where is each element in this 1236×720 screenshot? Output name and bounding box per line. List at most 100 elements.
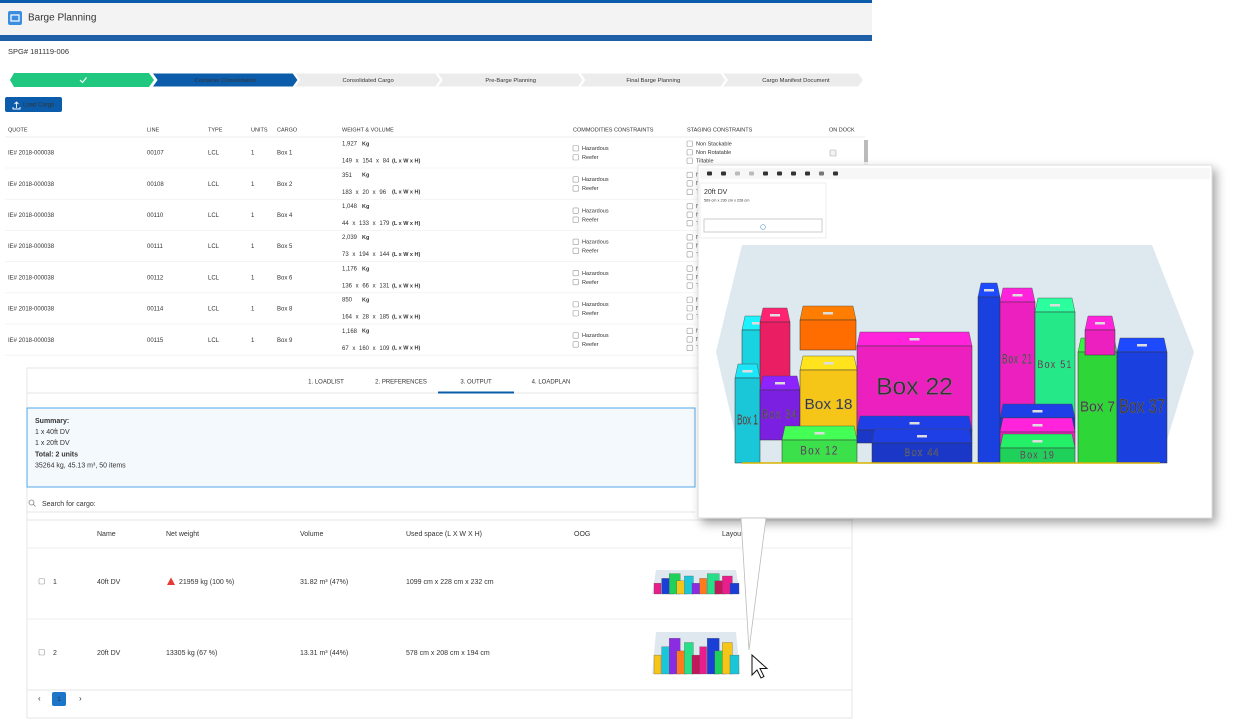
cargo-link[interactable]: Box 2 — [277, 182, 293, 188]
row-index: 2 — [53, 650, 57, 657]
quote-link[interactable]: IE# 2018-000038 — [8, 275, 55, 281]
cargo-link[interactable]: Box 9 — [277, 338, 293, 344]
toolbar-icon[interactable] — [805, 171, 810, 176]
quote-link[interactable]: IE# 2018-000038 — [8, 182, 55, 188]
step[interactable] — [436, 72, 584, 88]
weight: 1,176 — [342, 266, 358, 272]
line-link[interactable]: 00110 — [147, 213, 164, 219]
checkbox[interactable] — [572, 154, 579, 161]
weight: 1,168 — [342, 329, 358, 335]
cargo-link[interactable]: Box 8 — [277, 307, 293, 313]
toolbar-icon[interactable] — [763, 171, 768, 176]
checkbox[interactable] — [686, 327, 693, 335]
checkbox[interactable] — [686, 282, 693, 289]
checkbox[interactable] — [572, 247, 579, 254]
checkbox[interactable] — [686, 234, 693, 241]
toolbar-icon[interactable] — [833, 171, 838, 176]
quote-link[interactable]: IE# 2018-000038 — [8, 307, 55, 313]
line-link[interactable]: 00112 — [147, 275, 164, 281]
toolbar-icon[interactable] — [819, 171, 824, 176]
net-weight: 13305 kg (67 %) — [166, 650, 217, 657]
quote-link[interactable]: IE# 2018-000038 — [8, 338, 55, 344]
toolbar-icon[interactable] — [791, 171, 796, 176]
step[interactable] — [721, 72, 865, 88]
toolbar-icon[interactable] — [735, 171, 740, 176]
checkbox[interactable] — [686, 242, 693, 249]
weight-unit: Kg — [362, 329, 369, 335]
step[interactable] — [578, 72, 727, 88]
quote-link[interactable]: IE# 2018-000038 — [8, 244, 55, 250]
line-link[interactable]: 00115 — [147, 338, 164, 344]
checkbox[interactable] — [686, 344, 693, 352]
weight: 351 — [342, 173, 353, 179]
line-link[interactable]: 00111 — [147, 244, 163, 250]
checkbox[interactable] — [686, 171, 693, 178]
checkbox[interactable] — [38, 649, 45, 656]
toolbar-icon[interactable] — [707, 171, 712, 176]
checkbox[interactable] — [572, 145, 579, 152]
checkbox[interactable] — [572, 238, 579, 245]
step[interactable] — [151, 72, 299, 88]
on-dock-checkbox[interactable] — [829, 149, 837, 157]
tab[interactable]: 2. PREFERENCES — [375, 380, 427, 386]
checkbox[interactable] — [686, 211, 693, 218]
check-icon — [79, 77, 87, 84]
toolbar-icon[interactable] — [721, 171, 726, 176]
page-prev[interactable]: ‹ — [38, 694, 41, 703]
cargo-link[interactable]: Box 5 — [277, 244, 293, 250]
dimensions-unit: (L x W x H) — [392, 252, 420, 258]
checkbox[interactable] — [686, 313, 693, 320]
checkbox[interactable] — [572, 301, 579, 308]
checkbox[interactable] — [686, 188, 693, 195]
checkbox[interactable] — [38, 578, 45, 585]
checkbox[interactable] — [686, 157, 693, 164]
checkbox[interactable] — [686, 140, 693, 147]
checkbox[interactable] — [686, 180, 693, 187]
checkbox[interactable] — [572, 310, 579, 317]
checkbox[interactable] — [686, 251, 693, 258]
page-current-box[interactable] — [52, 692, 66, 706]
checkbox[interactable] — [686, 296, 693, 303]
checkbox[interactable] — [686, 149, 693, 156]
checkbox[interactable] — [572, 278, 579, 286]
checkbox[interactable] — [572, 341, 579, 348]
step-complete[interactable] — [10, 73, 154, 87]
checkbox[interactable] — [686, 336, 693, 343]
summary-line: 1 x 20ft DV — [35, 440, 70, 447]
tab[interactable]: 3. OUTPUT — [460, 380, 492, 386]
checkbox[interactable] — [572, 332, 579, 339]
line-link[interactable]: 00107 — [147, 151, 164, 157]
quote-link[interactable]: IE# 2018-000038 — [8, 151, 55, 157]
search-input[interactable]: Search for cargo: — [42, 501, 96, 508]
checkbox[interactable] — [572, 269, 579, 277]
summary-line: Summary: — [35, 418, 69, 425]
checkbox[interactable] — [686, 305, 693, 312]
checkbox[interactable] — [572, 185, 579, 192]
checkbox[interactable] — [686, 265, 693, 272]
cargo-link[interactable]: Box 1 — [277, 151, 293, 157]
page-next[interactable]: › — [79, 694, 82, 703]
weight-unit: Kg — [362, 141, 369, 147]
cargo-link[interactable]: Box 4 — [277, 213, 293, 219]
quote-link[interactable]: IE# 2018-000038 — [8, 213, 55, 219]
box-label-plate — [1032, 440, 1043, 443]
toolbar-icon[interactable] — [777, 171, 782, 176]
line-link[interactable]: 00114 — [147, 307, 164, 313]
load-cargo-button[interactable] — [5, 97, 62, 112]
line-link[interactable]: 00108 — [147, 182, 164, 188]
tab[interactable]: 1. LOADLIST — [308, 380, 344, 386]
weight-unit: Kg — [362, 266, 369, 272]
info-input[interactable] — [703, 218, 823, 233]
checkbox[interactable] — [686, 220, 693, 227]
weight: 2,039 — [342, 235, 358, 241]
checkbox[interactable] — [572, 216, 579, 223]
checkbox[interactable] — [572, 176, 579, 183]
tab[interactable]: 4. LOADPLAN — [532, 380, 571, 386]
box-label-plate — [814, 432, 825, 435]
checkbox[interactable] — [572, 207, 579, 214]
checkbox[interactable] — [686, 273, 693, 281]
cargo-link[interactable]: Box 6 — [277, 275, 293, 281]
checkbox[interactable] — [686, 203, 693, 210]
toolbar-icon[interactable] — [749, 171, 754, 176]
step[interactable] — [293, 72, 442, 88]
